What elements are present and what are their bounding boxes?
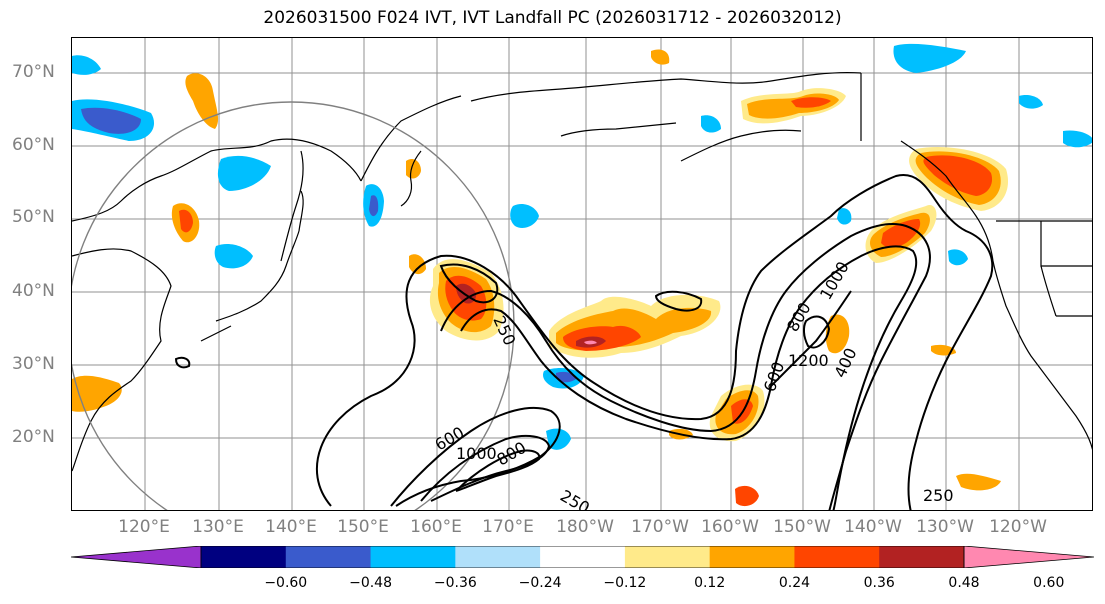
anomaly-neg-small-4	[948, 249, 968, 266]
colorbar-cell	[455, 546, 541, 568]
anomaly-neg-small-3	[837, 208, 852, 225]
map-title: 2026031500 F024 IVT, IVT Landfall PC (20…	[263, 8, 842, 28]
lon-label-160w: 160°W	[701, 517, 759, 537]
colorbar	[71, 546, 1094, 568]
anomaly-neg-small-1	[510, 204, 539, 228]
colorbar-tick-label: −0.36	[433, 575, 477, 591]
map-panel: 250 250 250 600 600 800 800 1000 1000 12…	[71, 37, 1093, 511]
map-canvas: 250 250 250 600 600 800 800 1000 1000 12…	[72, 38, 1092, 511]
colorbar-cell-min-extension	[71, 546, 202, 568]
anomaly-patch-china-coast	[72, 375, 122, 412]
lon-label-120e: 120°E	[118, 517, 170, 537]
anomaly-patch-140w-core	[881, 219, 921, 248]
anomaly-neg-180-core	[556, 371, 576, 383]
colorbar-tick-label: 0.48	[948, 575, 980, 591]
anomaly-patch-okhotsk	[185, 73, 219, 129]
anomaly-neg-small-5	[1063, 130, 1092, 148]
colorbar-cell	[709, 546, 795, 568]
contour-label-1200: 1200	[788, 351, 829, 370]
colorbar-cell	[794, 546, 880, 568]
lon-label-140e: 140°E	[265, 517, 317, 537]
anomaly-patch-small-bottom	[735, 485, 759, 507]
colorbar-tick-label: 0.60	[1033, 575, 1065, 591]
lat-label-60n: 60°N	[12, 135, 55, 155]
anomaly-neg-kamchatka-core	[81, 107, 141, 134]
colorbar-cell	[624, 546, 711, 568]
anomaly-patch-small-3	[651, 49, 670, 65]
landfall-region-circle	[72, 101, 515, 510]
ivt-contours	[174, 174, 994, 510]
lat-label-40n: 40°N	[12, 281, 55, 301]
anomaly-neg-arctic	[893, 43, 966, 73]
anomaly-patch-small-2	[409, 254, 426, 275]
anomaly-neg-hokkaido	[217, 155, 271, 191]
lat-label-30n: 30°N	[12, 354, 55, 374]
colorbar-tick-label: 0.12	[694, 575, 726, 591]
anomaly-patch-small-5	[956, 473, 1001, 491]
colorbar-cell	[879, 546, 965, 568]
anomaly-patch-japan-core	[179, 209, 193, 233]
contour-label-250-right: 250	[923, 486, 954, 505]
anomaly-neg-small-7	[701, 115, 721, 133]
colorbar-tick-label: −0.60	[264, 575, 308, 591]
lon-label-120w: 120°W	[989, 517, 1047, 537]
colorbar-cell	[201, 546, 287, 568]
contour-label-600-right: 600	[760, 359, 788, 394]
graticule	[72, 38, 1092, 510]
lon-label-140w: 140°W	[844, 517, 902, 537]
contour-label-1000-left: 1000	[456, 444, 497, 463]
lon-label-150w: 150°W	[773, 517, 831, 537]
colorbar-tick-label: −0.12	[603, 575, 647, 591]
lon-label-130w: 130°W	[916, 517, 974, 537]
anomaly-patch-central-max	[584, 340, 597, 345]
colorbar-cell	[540, 546, 626, 568]
colorbar-cell	[370, 546, 456, 568]
lon-label-170w: 170°W	[631, 517, 689, 537]
coastlines	[72, 71, 1092, 472]
anomaly-patch-alaska-core	[791, 97, 831, 108]
lon-label-170e: 170°E	[482, 517, 534, 537]
colorbar-tick-label: 0.24	[778, 575, 811, 591]
lat-label-20n: 20°N	[12, 427, 55, 447]
lat-label-50n: 50°N	[12, 207, 55, 227]
colorbar-cell-max-extension	[963, 546, 1094, 568]
colorbar-tick-label: 0.36	[863, 575, 895, 591]
colorbar-tick-label: −0.24	[518, 575, 562, 591]
colorbar-tick-label: −0.48	[349, 575, 392, 591]
ivt-anomaly-fill	[72, 43, 1092, 507]
colorbar-cell	[285, 546, 372, 568]
anomaly-neg-small-8	[1019, 95, 1043, 109]
contour-labels: 250 250 250 600 600 800 800 1000 1000 12…	[432, 258, 954, 511]
lon-label-160e: 160°E	[410, 517, 462, 537]
colorbar-cells	[71, 546, 1094, 568]
lon-label-180w: 180°W	[556, 517, 614, 537]
anomaly-patch-small-1	[406, 159, 421, 179]
lon-label-150e: 150°E	[337, 517, 389, 537]
anomaly-patch-140w-south	[825, 314, 850, 354]
anomaly-patch-bc-core	[923, 155, 993, 196]
lon-label-130e: 130°E	[192, 517, 244, 537]
anomaly-neg-sakhalin-core	[369, 195, 379, 217]
anomaly-neg-manchuria	[214, 244, 253, 269]
anomaly-neg-small-6	[72, 55, 101, 75]
contour-label-250-bottom: 250	[557, 486, 593, 511]
lat-label-70n: 70°N	[12, 62, 55, 82]
colorbar-outline	[200, 546, 965, 568]
